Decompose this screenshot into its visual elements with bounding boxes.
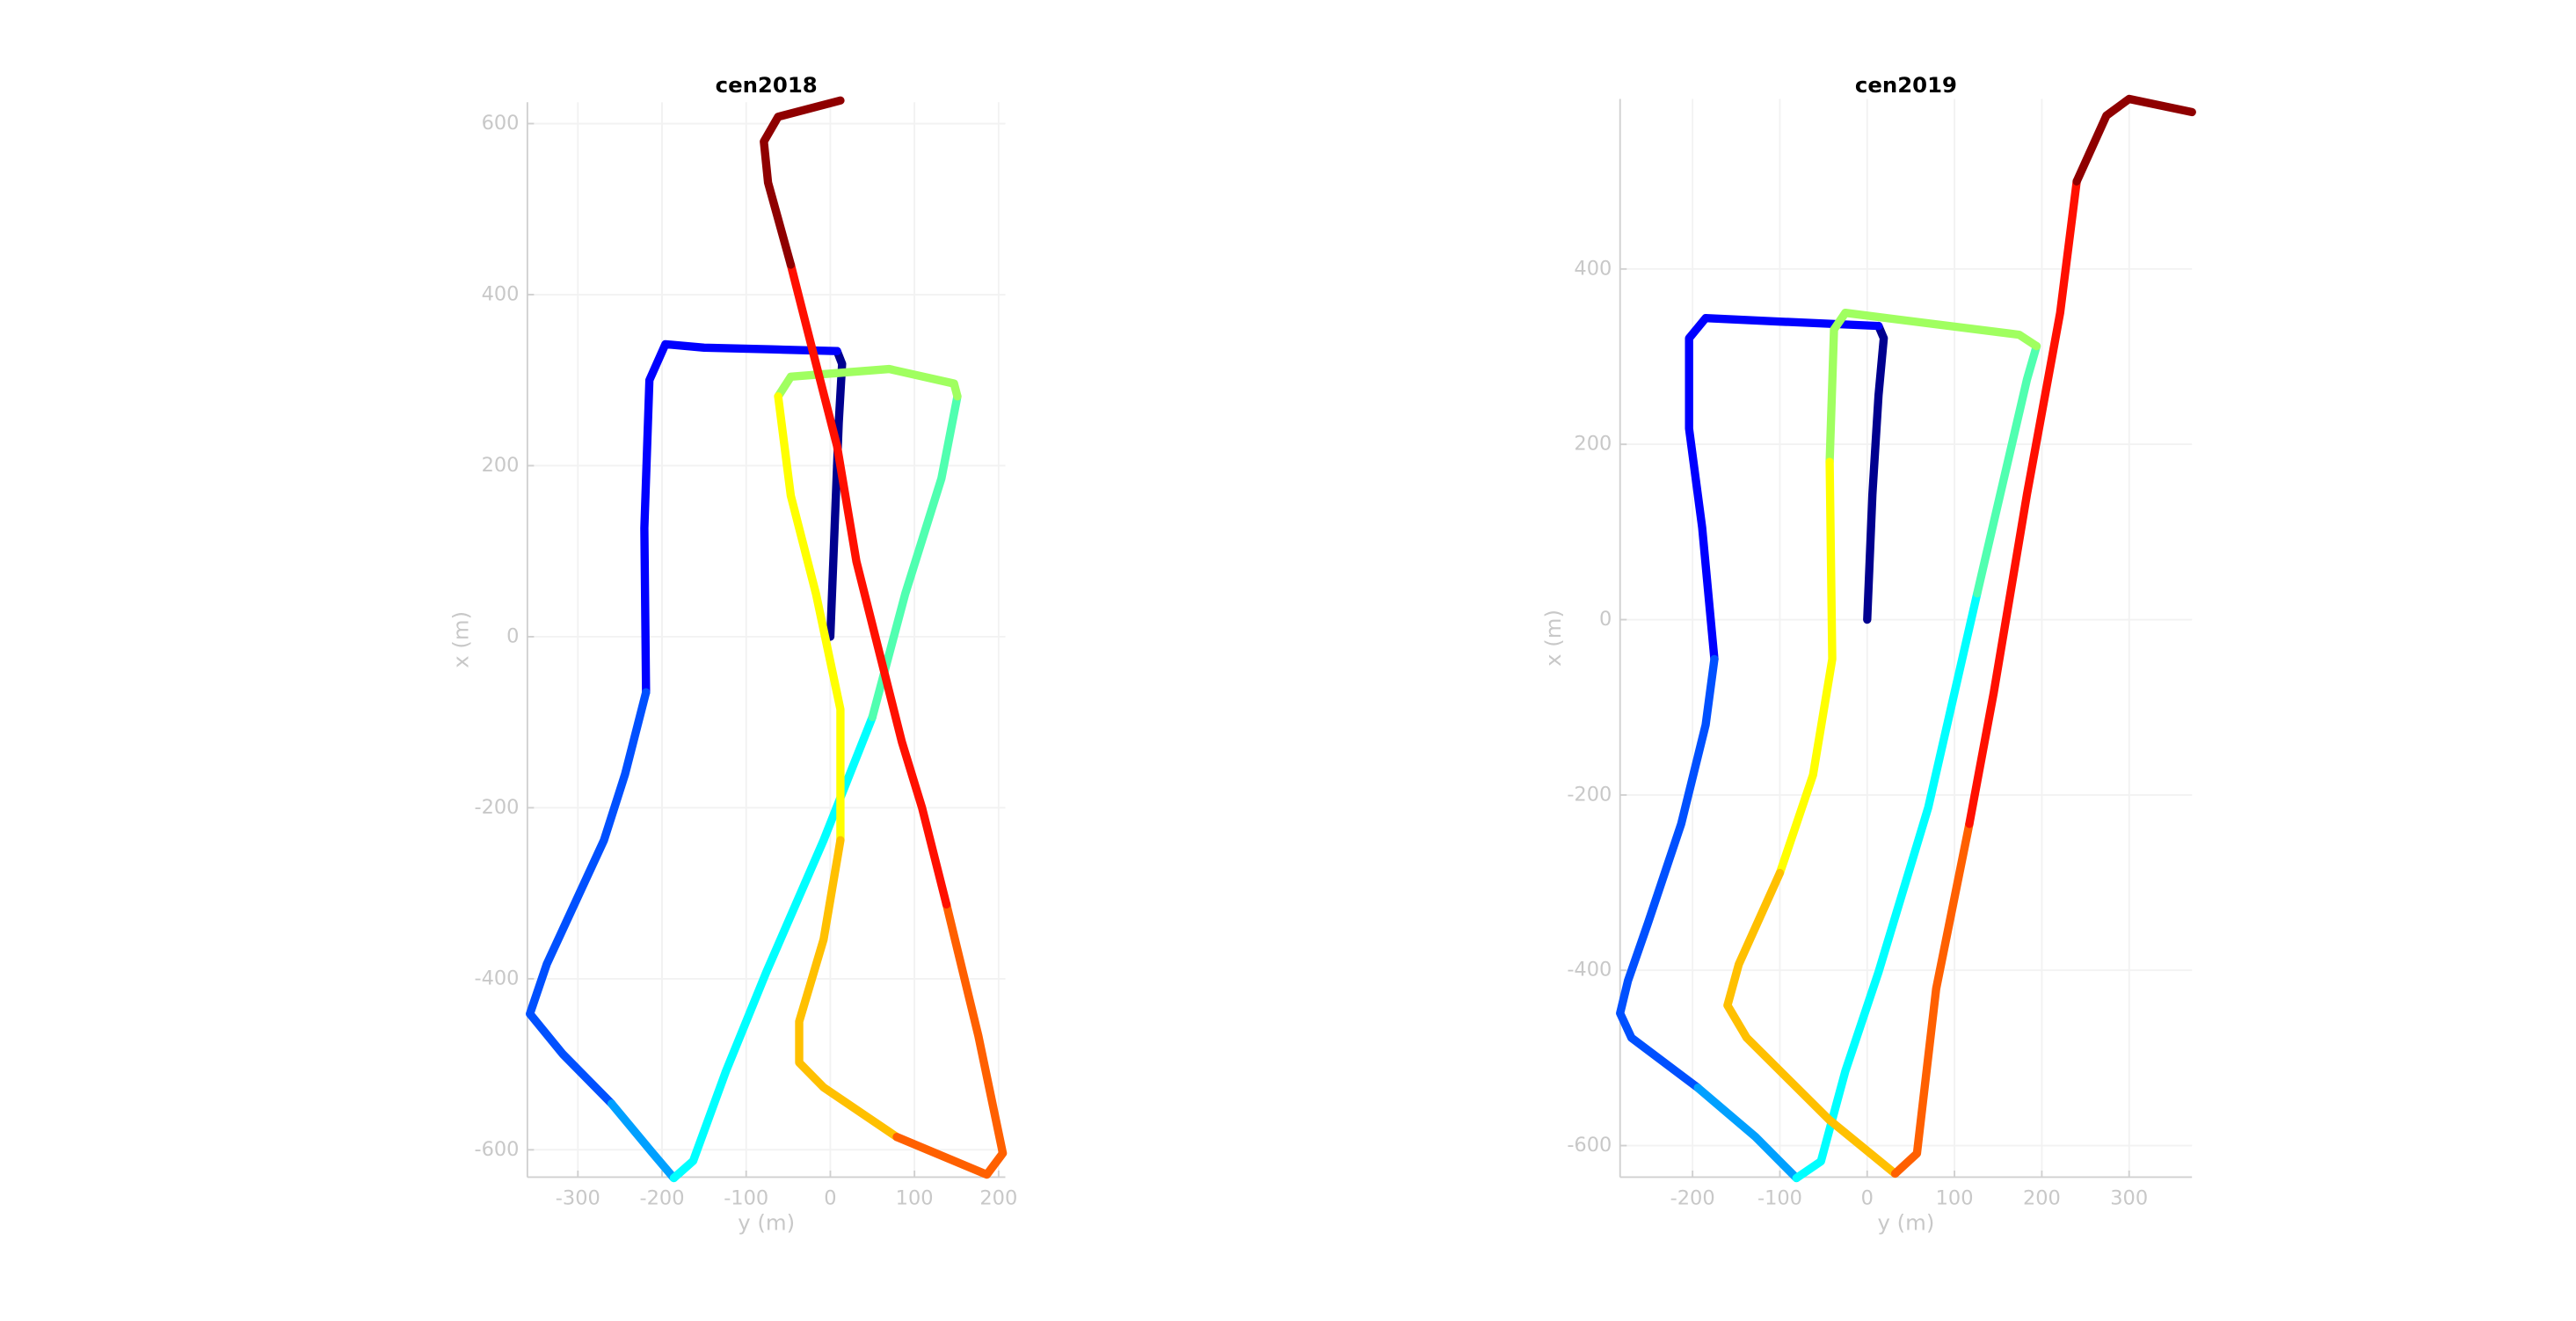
trajectory-line [774,392,845,845]
trajectory-line [1685,313,1883,664]
y-tick-label: 400 [1574,257,1612,280]
trajectory-line [1890,820,1974,1179]
trajectory-line [1825,309,2041,466]
x-tick-label: 0 [824,1186,836,1209]
subplot: -200 -100 0 100 200 300 -600 -400 -200 0 200 400 cen… [1540,72,2196,1235]
x-tick-label: 200 [979,1186,1017,1209]
y-tick-label: -200 [1567,783,1612,806]
y-tick-label: -600 [1567,1134,1612,1157]
y-tick-label: -600 [474,1138,519,1161]
trajectory-line [1693,1084,1801,1183]
y-tick-label: -200 [474,796,519,819]
y-tick-label: -400 [1567,959,1612,982]
y-tick-label: 400 [482,283,520,306]
y-tick-label: 200 [1574,433,1612,456]
trajectory-line [526,688,651,1108]
chart-title: cen2018 [716,72,818,98]
y-tick-label: -400 [474,967,519,989]
trajectory-line [1775,457,1837,878]
x-tick-label: -300 [556,1186,600,1209]
x-tick-label: 200 [2023,1186,2061,1209]
x-tick-label: -200 [1670,1186,1715,1209]
x-tick-label: 100 [1936,1186,1974,1209]
x-tick-label: 300 [2110,1186,2148,1209]
trajectory-line [1863,321,1888,624]
trajectory-line [868,392,962,722]
y-tick-label: 600 [482,112,520,135]
y-tick-label: 0 [1599,608,1612,631]
trajectory-line [786,260,951,909]
x-tick-label: -100 [724,1186,768,1209]
y-tick-label: 0 [506,624,519,647]
trajectory-line [892,900,1008,1179]
trajectory-line [2072,94,2196,186]
trajectory-line [795,836,901,1142]
trajectory-line [607,1099,679,1183]
subplot: -300 -200 -100 0 100 200 -600 -400 -200 0 200 400 60… [448,72,1017,1235]
trajectory-line [826,347,847,641]
x-tick-label: -100 [1757,1186,1802,1209]
y-tick-label: 200 [482,454,520,477]
y-axis-label: x (m) [1540,609,1566,667]
x-axis-label: y (m) [1878,1209,1935,1235]
trajectory-line [1723,868,1900,1179]
trajectory-line [1616,654,1719,1092]
chart-title: cen2019 [1855,72,1957,98]
trajectory-line [1792,588,1982,1183]
x-tick-label: 100 [896,1186,934,1209]
x-tick-label: 0 [1861,1186,1874,1209]
trajectory-line [1973,341,2041,598]
stage: -300 -200 -100 0 100 200 -600 -400 -200 0 200 400 60… [448,72,2196,1235]
y-axis-label: x (m) [448,611,473,668]
trajectory-line [669,712,877,1183]
x-tick-label: -200 [639,1186,684,1209]
trajectory-line [1965,177,2081,828]
trajectory-line [774,364,962,401]
trajectory-line [640,339,841,697]
trajectory-line [760,96,845,269]
x-axis-label: y (m) [738,1209,795,1235]
